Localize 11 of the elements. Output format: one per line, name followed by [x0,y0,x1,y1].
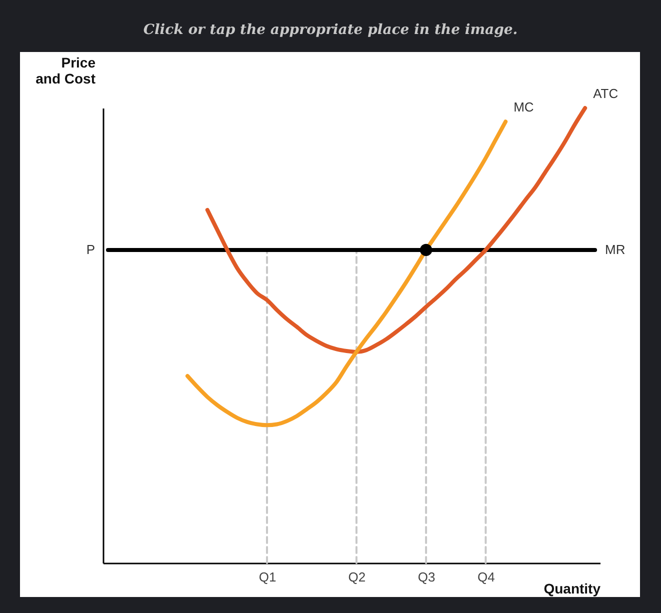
series-label: MC [514,100,534,115]
text: P [86,242,95,257]
x-tick-label: Q1 [258,570,276,584]
chart-title: Click or tap the appropriate place in the image. [142,22,519,38]
series-label: ATC [593,86,618,101]
series-label: MR [605,242,626,257]
y-axis-title: Price and Cost [36,54,96,86]
x-tick-label: Q4 [478,570,495,584]
x-axis-title: Quantity [544,580,601,596]
x-tick-label: Q2 [348,570,366,584]
x-tick-label: Q3 [418,570,436,584]
